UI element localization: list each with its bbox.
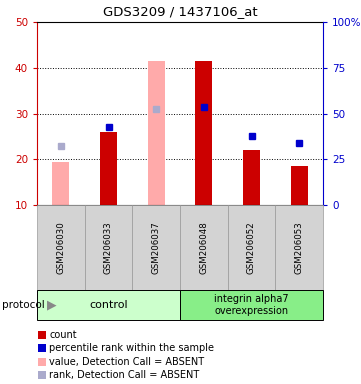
Bar <box>196 61 212 205</box>
Text: GSM206033: GSM206033 <box>104 221 113 274</box>
Text: percentile rank within the sample: percentile rank within the sample <box>49 343 214 353</box>
Bar <box>291 166 308 205</box>
Text: count: count <box>49 330 77 340</box>
Text: value, Detection Call = ABSENT: value, Detection Call = ABSENT <box>49 357 204 367</box>
Text: integrin alpha7
overexpression: integrin alpha7 overexpression <box>214 294 289 316</box>
Text: GSM206053: GSM206053 <box>295 221 304 274</box>
Text: GDS3209 / 1437106_at: GDS3209 / 1437106_at <box>103 5 258 18</box>
Bar <box>243 150 260 205</box>
Text: rank, Detection Call = ABSENT: rank, Detection Call = ABSENT <box>49 370 199 380</box>
Text: control: control <box>89 300 128 310</box>
Text: GSM206052: GSM206052 <box>247 221 256 274</box>
Text: GSM206030: GSM206030 <box>56 221 65 274</box>
Bar <box>148 61 165 205</box>
Text: GSM206037: GSM206037 <box>152 221 161 274</box>
Text: GSM206048: GSM206048 <box>199 221 208 274</box>
Text: protocol: protocol <box>2 300 45 310</box>
Text: ▶: ▶ <box>47 298 57 311</box>
Bar <box>100 132 117 205</box>
Bar <box>52 162 69 205</box>
